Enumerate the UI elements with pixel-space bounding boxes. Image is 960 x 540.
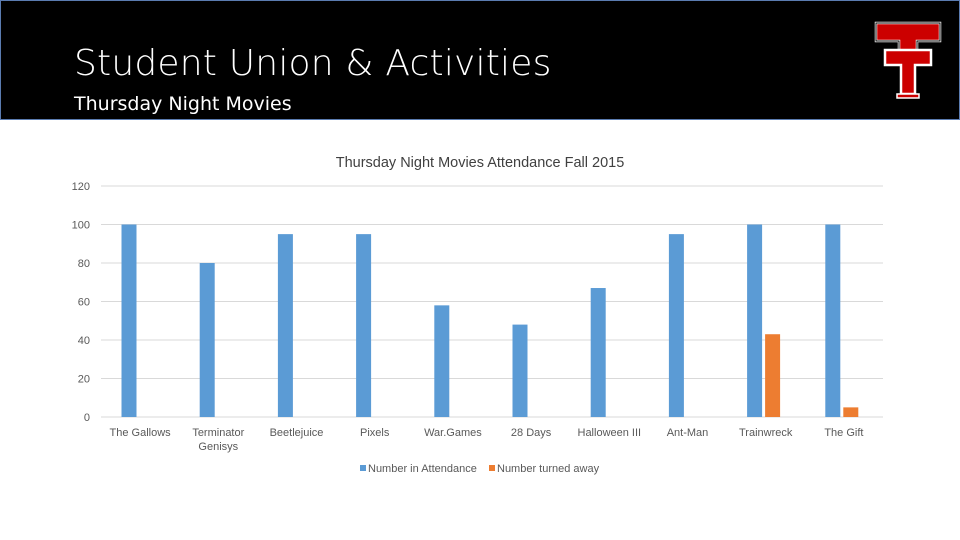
bar-attendance xyxy=(512,324,528,417)
legend: Number in Attendance Number turned away xyxy=(360,463,600,475)
legend-label: Number turned away xyxy=(497,463,600,475)
y-tick-label: 80 xyxy=(78,258,90,270)
bar-turned-away xyxy=(765,334,781,417)
double-t-logo-icon xyxy=(874,21,942,99)
y-tick-label: 40 xyxy=(78,335,90,347)
x-tick-label: Pixels xyxy=(360,427,390,439)
bars xyxy=(121,224,859,417)
bar-attendance xyxy=(434,305,450,417)
x-tick-label: 28 Days xyxy=(511,427,552,439)
legend-swatch xyxy=(360,465,366,471)
y-axis-ticks: 0 20 40 60 80 100 120 xyxy=(72,181,90,424)
x-axis-labels: The Gallows Terminator Genisys Beetlejuice P… xyxy=(110,427,864,453)
x-tick-label: Trainwreck xyxy=(739,427,793,439)
x-tick-label: Halloween III xyxy=(578,427,642,439)
bar-attendance xyxy=(747,224,763,417)
page-title: Student Union & Activities xyxy=(74,43,552,84)
y-tick-label: 120 xyxy=(72,181,90,193)
attendance-chart: Thursday Night Movies Attendance Fall 20… xyxy=(72,155,883,475)
x-tick-label: Beetlejuice xyxy=(270,427,324,439)
x-tick-label: Ant-Man xyxy=(667,427,709,439)
header-banner: Student Union & Activities Thursday Nigh… xyxy=(0,0,960,120)
gridlines xyxy=(101,185,883,418)
y-tick-label: 20 xyxy=(78,374,90,386)
chart-title: Thursday Night Movies Attendance Fall 20… xyxy=(336,155,625,171)
x-tick-label: The Gift xyxy=(824,427,863,439)
x-tick-label: Terminator Genisys xyxy=(192,427,244,453)
y-tick-label: 100 xyxy=(72,220,90,232)
bar-attendance xyxy=(121,224,137,417)
legend-label: Number in Attendance xyxy=(368,463,477,475)
bar-attendance xyxy=(277,234,293,417)
x-tick-label: War.Games xyxy=(424,427,482,439)
bar-attendance xyxy=(199,263,215,417)
x-tick-label: The Gallows xyxy=(110,427,172,439)
bar-turned-away xyxy=(843,407,859,417)
page-subtitle: Thursday Night Movies xyxy=(74,93,292,115)
bar-attendance xyxy=(356,234,372,417)
legend-swatch xyxy=(489,465,495,471)
y-tick-label: 0 xyxy=(84,412,90,424)
bar-attendance xyxy=(825,224,841,417)
y-tick-label: 60 xyxy=(78,297,90,309)
bar-attendance xyxy=(590,288,606,417)
bar-attendance xyxy=(668,234,684,417)
